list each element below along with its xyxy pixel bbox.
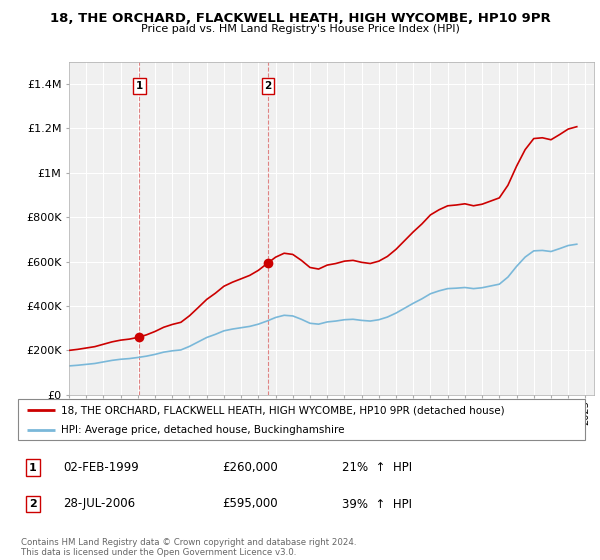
Text: 18, THE ORCHARD, FLACKWELL HEATH, HIGH WYCOMBE, HP10 9PR: 18, THE ORCHARD, FLACKWELL HEATH, HIGH W… <box>50 12 550 25</box>
Text: Contains HM Land Registry data © Crown copyright and database right 2024.
This d: Contains HM Land Registry data © Crown c… <box>21 538 356 557</box>
Text: 2: 2 <box>265 81 272 91</box>
Text: 1: 1 <box>29 463 37 473</box>
Text: 21%  ↑  HPI: 21% ↑ HPI <box>342 461 412 474</box>
Text: HPI: Average price, detached house, Buckinghamshire: HPI: Average price, detached house, Buck… <box>61 424 344 435</box>
Text: 02-FEB-1999: 02-FEB-1999 <box>63 461 139 474</box>
Text: Price paid vs. HM Land Registry's House Price Index (HPI): Price paid vs. HM Land Registry's House … <box>140 24 460 34</box>
Text: 28-JUL-2006: 28-JUL-2006 <box>63 497 135 511</box>
Text: £260,000: £260,000 <box>222 461 278 474</box>
Text: 39%  ↑  HPI: 39% ↑ HPI <box>342 497 412 511</box>
Text: £595,000: £595,000 <box>222 497 278 511</box>
Text: 1: 1 <box>136 81 143 91</box>
FancyBboxPatch shape <box>18 399 585 440</box>
Text: 2: 2 <box>29 499 37 509</box>
Text: 18, THE ORCHARD, FLACKWELL HEATH, HIGH WYCOMBE, HP10 9PR (detached house): 18, THE ORCHARD, FLACKWELL HEATH, HIGH W… <box>61 405 504 415</box>
